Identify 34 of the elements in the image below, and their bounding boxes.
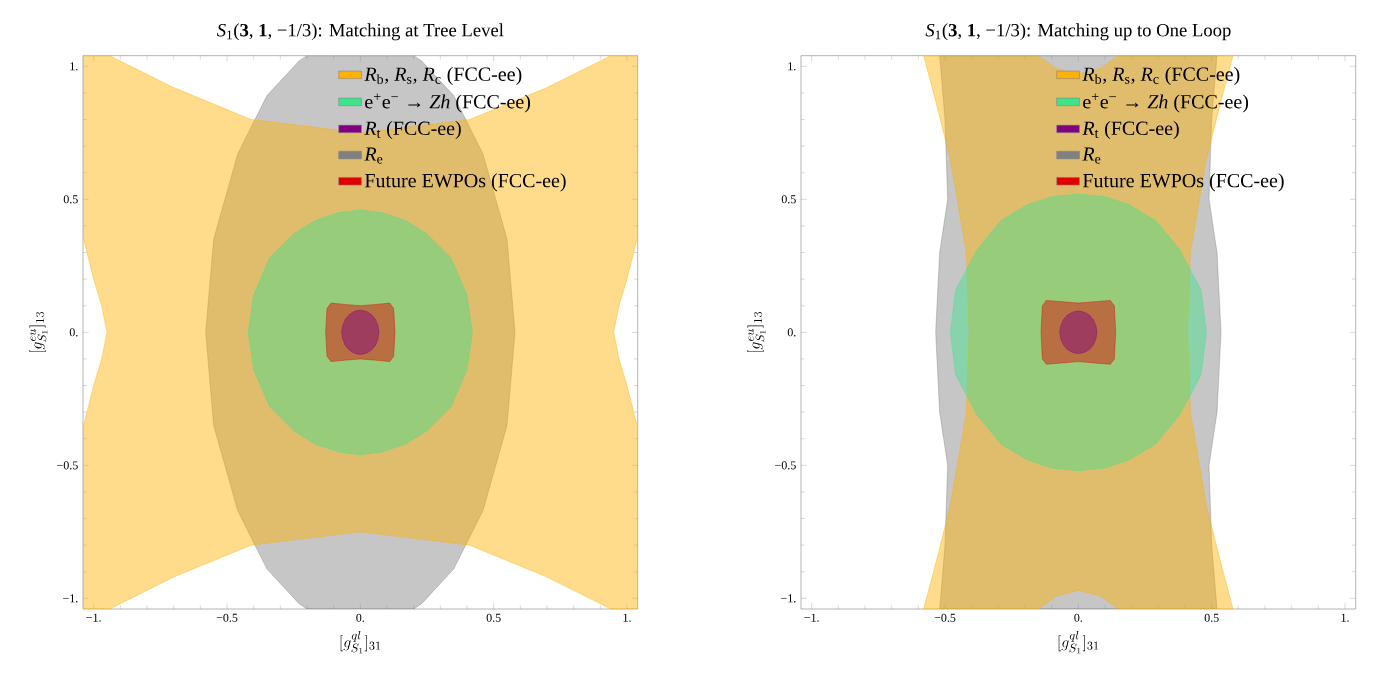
y-axis-title: $[g^{eu}_{S_1}]_{13}$ [747,311,766,353]
y-tick-label: 1. [70,62,78,71]
y-tick-label: 0. [787,328,796,337]
legend-label: R$_{e}$ [1082,147,1101,164]
y-tick-label: 0.5 [63,195,78,204]
y-tick-label: 1. [788,62,796,71]
x-tick-label: −0.5 [934,613,956,622]
x-tick-label: −1. [86,613,101,622]
x-axis-title: $[g^{ql}_{S_1}]_{31}$ [340,631,381,654]
legend-label: Future EWPOs (FCC-ee) [1082,173,1284,192]
legend-label: Future EWPOs (FCC-ee) [364,173,566,192]
y-tick-label: 0.5 [781,195,796,204]
y-tick-label: −1. [781,594,796,603]
chart-title: S$_{1}$(3, 1, −1/3): Matching up to One Loop [925,23,1231,41]
y-tick-label: −1. [63,594,78,603]
y-tick-label: 0. [69,328,78,337]
legend-label: R$_{e}$ [364,147,383,164]
x-tick-label: 0.5 [1204,613,1219,622]
x-tick-label: 0. [356,613,365,622]
legend-label: R$_{t}$ (FCC-ee) [1082,120,1179,140]
x-tick-label: −0.5 [216,613,238,622]
text: R$_{b}$, R$_{s}$, R$_{c}$ (FCC-ee) [364,66,522,86]
y-tick-label: −0.5 [775,461,796,470]
x-axis-title: $[g^{ql}_{S_1}]_{31}$ [1058,631,1099,654]
legend-label: R$_{t}$ (FCC-ee) [364,120,461,140]
x-tick-label: −1. [804,613,819,622]
y-axis-title: $[g^{eu}_{S_1}]_{13}$ [29,311,48,353]
chart-title: S$_{1}$(3, 1, −1/3): Matching at Tree Level [216,23,504,41]
x-tick-label: 0.5 [486,613,501,622]
y-tick-label: −0.5 [57,461,78,470]
x-tick-label: 0. [1074,613,1083,622]
legend-label: e$^{+}$e$^{−}$ → Zh (FCC-ee) [365,93,531,113]
x-tick-label: 1. [623,613,631,622]
x-tick-label: 1. [1341,613,1349,622]
